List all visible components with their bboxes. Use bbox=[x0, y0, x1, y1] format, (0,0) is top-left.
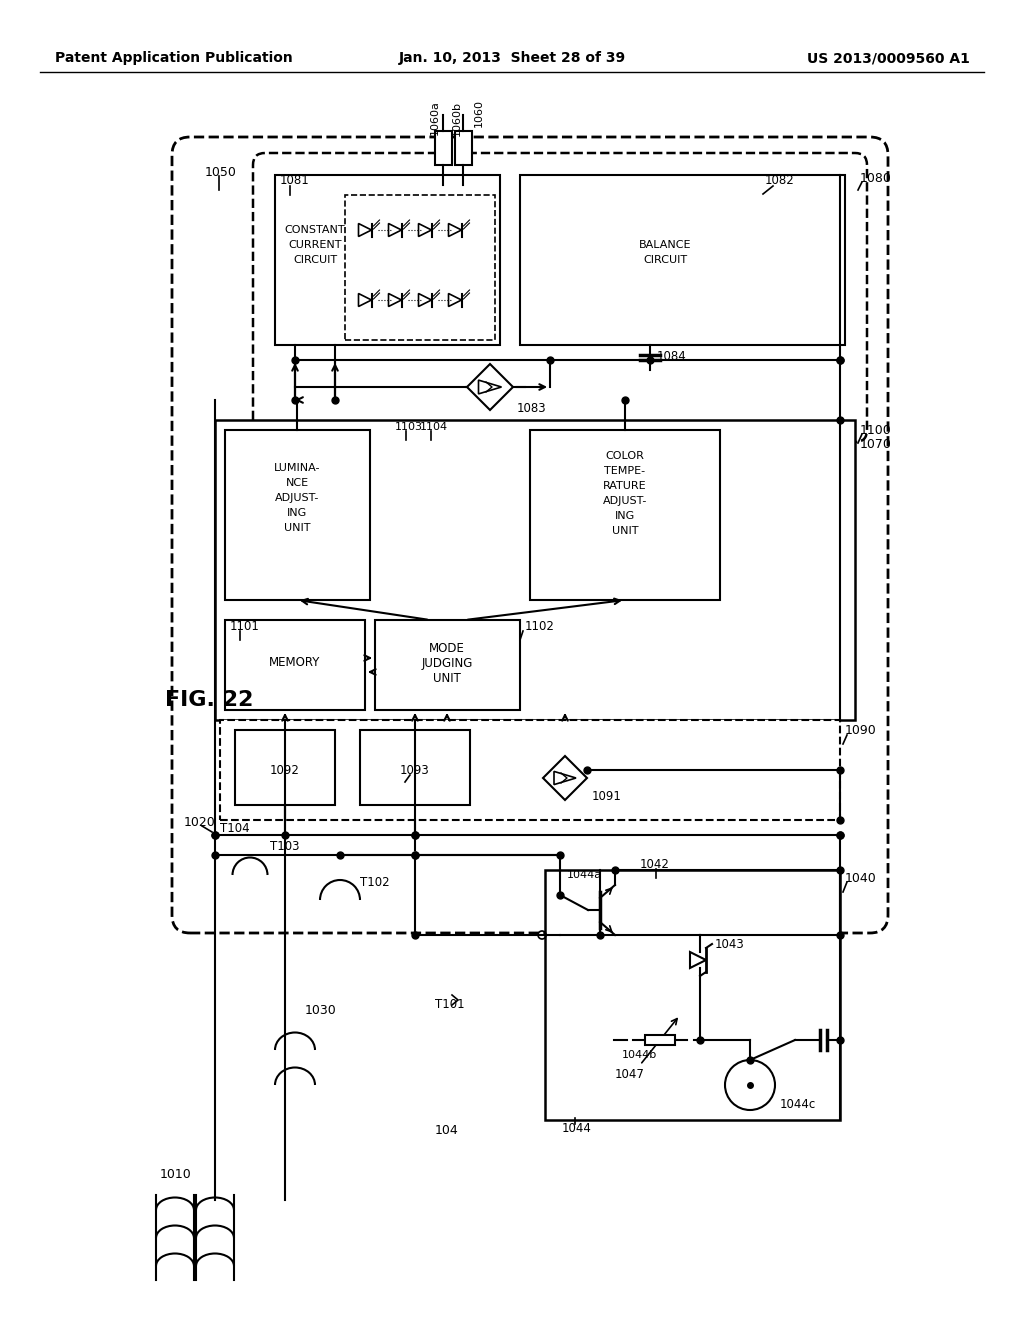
Text: 1093: 1093 bbox=[400, 763, 430, 776]
Text: 1060: 1060 bbox=[474, 99, 484, 127]
Text: 1044: 1044 bbox=[562, 1122, 592, 1134]
Text: UNIT: UNIT bbox=[284, 523, 310, 533]
Text: 1044c: 1044c bbox=[780, 1098, 816, 1111]
Bar bbox=[520, 176, 845, 345]
Bar bbox=[545, 870, 840, 1119]
Text: ADJUST-: ADJUST- bbox=[603, 496, 647, 506]
Text: 1080: 1080 bbox=[860, 172, 892, 185]
Text: Jan. 10, 2013  Sheet 28 of 39: Jan. 10, 2013 Sheet 28 of 39 bbox=[398, 51, 626, 65]
Bar bbox=[530, 430, 720, 601]
FancyBboxPatch shape bbox=[253, 153, 867, 442]
Text: LUMINA-: LUMINA- bbox=[273, 463, 321, 473]
Bar bbox=[215, 420, 855, 719]
Text: 1040: 1040 bbox=[845, 871, 877, 884]
Text: 1091: 1091 bbox=[592, 791, 622, 804]
Bar bbox=[435, 131, 452, 165]
Text: FIG. 22: FIG. 22 bbox=[165, 690, 253, 710]
Text: ING: ING bbox=[614, 511, 635, 521]
Text: TEMPE-: TEMPE- bbox=[604, 466, 645, 477]
Text: CONSTANT: CONSTANT bbox=[285, 224, 345, 235]
Text: 104: 104 bbox=[435, 1123, 459, 1137]
Text: US 2013/0009560 A1: US 2013/0009560 A1 bbox=[807, 51, 970, 65]
Text: 1060b: 1060b bbox=[452, 100, 462, 136]
Text: 1042: 1042 bbox=[640, 858, 670, 871]
Text: 1082: 1082 bbox=[765, 174, 795, 187]
Text: CURRENT: CURRENT bbox=[288, 240, 342, 249]
Bar bbox=[455, 131, 472, 165]
Text: JUDGING: JUDGING bbox=[421, 656, 473, 669]
Text: T104: T104 bbox=[220, 821, 250, 834]
Text: 1084: 1084 bbox=[657, 350, 687, 363]
Text: 1030: 1030 bbox=[305, 1003, 337, 1016]
Text: ADJUST-: ADJUST- bbox=[274, 492, 319, 503]
Text: CIRCUIT: CIRCUIT bbox=[293, 255, 337, 265]
Text: 1044b: 1044b bbox=[622, 1049, 657, 1060]
Text: RATURE: RATURE bbox=[603, 480, 647, 491]
Text: COLOR: COLOR bbox=[605, 451, 644, 461]
Text: 1100: 1100 bbox=[860, 424, 892, 437]
Text: 1081: 1081 bbox=[280, 174, 309, 187]
Text: Patent Application Publication: Patent Application Publication bbox=[55, 51, 293, 65]
Text: 1043: 1043 bbox=[715, 939, 744, 952]
Text: 1083: 1083 bbox=[517, 401, 547, 414]
Bar bbox=[375, 620, 520, 710]
Text: 1010: 1010 bbox=[160, 1168, 191, 1181]
Text: MEMORY: MEMORY bbox=[269, 656, 321, 669]
Text: BALANCE: BALANCE bbox=[639, 240, 691, 249]
Text: MODE: MODE bbox=[429, 642, 465, 655]
Text: NCE: NCE bbox=[286, 478, 308, 488]
FancyBboxPatch shape bbox=[172, 137, 888, 933]
Text: 1044a: 1044a bbox=[567, 870, 602, 880]
Text: T102: T102 bbox=[360, 875, 389, 888]
Bar bbox=[345, 195, 495, 341]
Text: 1020: 1020 bbox=[183, 816, 215, 829]
Text: 1090: 1090 bbox=[845, 723, 877, 737]
Bar bbox=[275, 176, 500, 345]
Text: UNIT: UNIT bbox=[611, 525, 638, 536]
Text: T101: T101 bbox=[435, 998, 465, 1011]
Text: 1070: 1070 bbox=[860, 438, 892, 451]
Bar bbox=[360, 730, 470, 805]
Text: 1060a: 1060a bbox=[430, 100, 440, 136]
Bar bbox=[645, 1035, 675, 1045]
Text: 1103: 1103 bbox=[395, 422, 423, 432]
Text: 1047: 1047 bbox=[615, 1068, 645, 1081]
Text: UNIT: UNIT bbox=[433, 672, 461, 685]
Text: 1092: 1092 bbox=[270, 763, 300, 776]
Bar bbox=[234, 730, 335, 805]
Text: 1101: 1101 bbox=[230, 619, 260, 632]
Text: 1050: 1050 bbox=[205, 165, 237, 178]
Bar bbox=[225, 620, 365, 710]
Bar bbox=[225, 430, 370, 601]
Text: ING: ING bbox=[287, 508, 307, 517]
Bar bbox=[220, 719, 840, 820]
Text: 1102: 1102 bbox=[525, 619, 555, 632]
Text: 1104: 1104 bbox=[420, 422, 449, 432]
Text: CIRCUIT: CIRCUIT bbox=[643, 255, 687, 265]
Text: T103: T103 bbox=[270, 841, 299, 854]
